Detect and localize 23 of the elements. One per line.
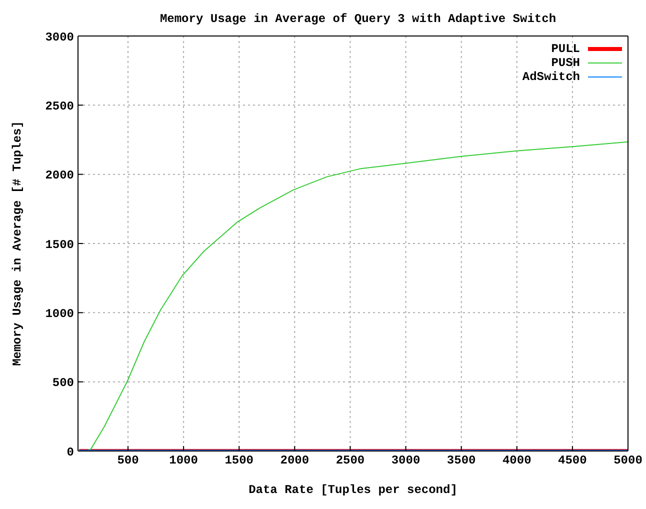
y-tick-label: 2000 — [45, 168, 74, 183]
chart-title: Memory Usage in Average of Query 3 with Adaptive Switch — [158, 12, 558, 26]
legend-label: AdSwitch — [522, 70, 580, 84]
x-tick-label: 1500 — [224, 454, 254, 468]
x-tick-label: 2500 — [336, 454, 365, 468]
y-tick-label: 2500 — [45, 99, 74, 114]
y-axis-title: Memory Usage in Average [# Tuples] — [10, 121, 24, 366]
y-tick-label: 3000 — [45, 30, 74, 44]
y-tick-label: 1000 — [45, 306, 74, 321]
x-tick-label: 4500 — [558, 454, 587, 468]
x-tick-label: 4000 — [502, 454, 532, 468]
x-tick-label: 500 — [117, 454, 139, 468]
x-tick-label: 2000 — [280, 454, 310, 468]
legend-label: PULL — [551, 42, 580, 56]
x-tick-label: 3500 — [446, 454, 476, 468]
y-tick-label: 0 — [66, 445, 74, 460]
legend-label: PUSH — [551, 56, 580, 70]
x-axis-title: Data Rate [Tuples per second] — [248, 483, 458, 497]
x-tick-label: 1000 — [169, 454, 198, 468]
y-tick-label: 1500 — [45, 238, 74, 252]
x-tick-label: 3000 — [391, 454, 420, 468]
y-tick-label: 500 — [52, 376, 74, 390]
x-tick-label: 5000 — [614, 454, 642, 468]
